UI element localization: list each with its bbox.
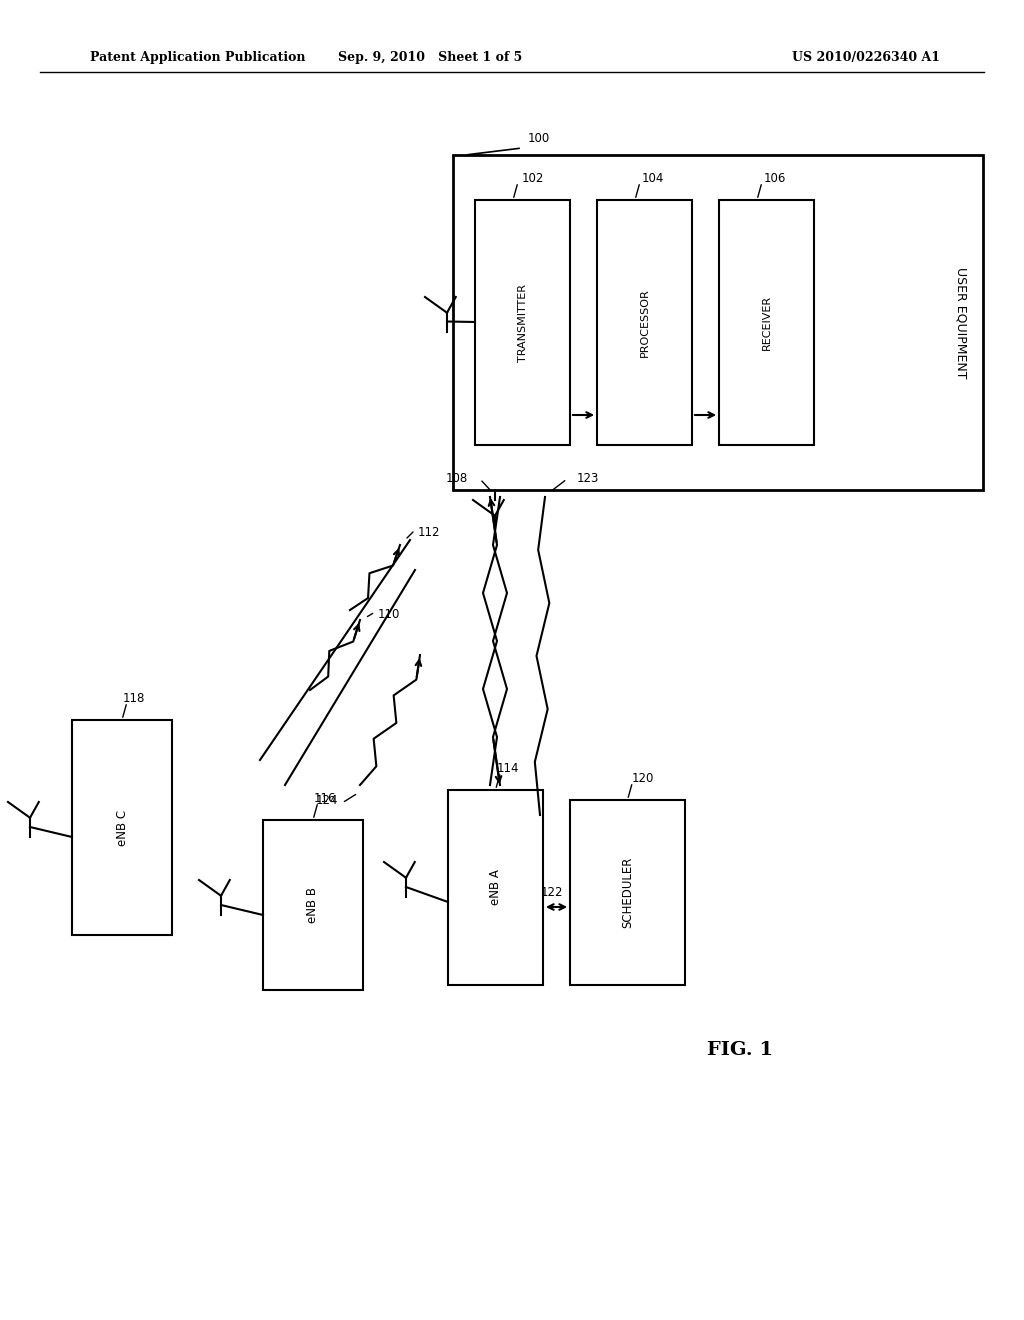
Text: 108: 108: [445, 473, 468, 486]
Bar: [263, 820, 362, 990]
Text: 112: 112: [418, 527, 440, 540]
Text: eNB B: eNB B: [306, 887, 319, 923]
Text: 123: 123: [577, 473, 599, 486]
Text: 124: 124: [315, 793, 338, 807]
Text: 114: 114: [497, 762, 519, 775]
Text: PROCESSOR: PROCESSOR: [640, 288, 649, 356]
Text: 106: 106: [763, 172, 785, 185]
Bar: [453, 154, 983, 490]
Text: 102: 102: [521, 172, 544, 185]
Text: RECEIVER: RECEIVER: [762, 294, 771, 350]
Text: FIG. 1: FIG. 1: [707, 1041, 773, 1059]
Text: eNB C: eNB C: [116, 809, 128, 846]
Bar: [597, 201, 692, 445]
Text: eNB A: eNB A: [489, 870, 502, 906]
Text: 118: 118: [123, 692, 145, 705]
Bar: [449, 789, 543, 985]
Text: 116: 116: [313, 792, 336, 804]
Text: 100: 100: [528, 132, 550, 144]
Text: 104: 104: [641, 172, 664, 185]
Text: USER EQUIPMENT: USER EQUIPMENT: [954, 267, 968, 379]
Text: 120: 120: [632, 771, 653, 784]
Bar: [570, 800, 685, 985]
Bar: [72, 719, 172, 935]
Text: 110: 110: [378, 609, 400, 622]
Text: US 2010/0226340 A1: US 2010/0226340 A1: [792, 51, 940, 65]
Text: Patent Application Publication: Patent Application Publication: [90, 51, 305, 65]
Text: 122: 122: [541, 887, 563, 899]
Bar: [719, 201, 814, 445]
Text: Sep. 9, 2010   Sheet 1 of 5: Sep. 9, 2010 Sheet 1 of 5: [338, 51, 522, 65]
Text: SCHEDULER: SCHEDULER: [621, 857, 634, 928]
Text: TRANSMITTER: TRANSMITTER: [517, 284, 527, 362]
Bar: [475, 201, 570, 445]
